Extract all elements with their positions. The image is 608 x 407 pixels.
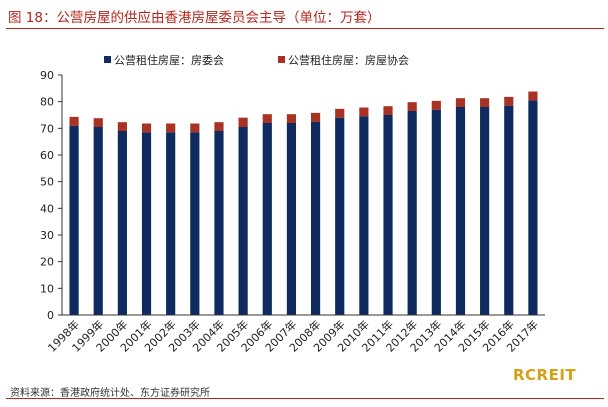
- y-tick-label: 70: [40, 122, 54, 135]
- y-tick-label: 50: [40, 176, 54, 189]
- legend: 公营租住房屋：房委会 公营租住房屋：房屋协会: [104, 53, 409, 67]
- bar-housing-authority-2005年: [238, 127, 248, 315]
- chart-title: 图 18：公营房屋的供应由香港房屋委员会主导（单位：万套）: [8, 10, 381, 26]
- bar-housing-society-2004年: [214, 122, 224, 131]
- title-divider: [6, 28, 604, 29]
- bar-housing-society-2012年: [407, 102, 417, 111]
- legend-swatch-2: [278, 56, 285, 63]
- y-tick-label: 40: [40, 202, 54, 215]
- bar-housing-authority-2000年: [117, 131, 127, 315]
- y-tick-label: 10: [40, 282, 54, 295]
- bar-housing-authority-2004年: [214, 131, 224, 315]
- bar-housing-authority-2014年: [455, 107, 466, 315]
- y-tick-label: 80: [40, 96, 54, 109]
- rcreit-logo: RCREIT: [513, 366, 577, 384]
- bar-housing-authority-2008年: [310, 121, 321, 316]
- y-tick-label: 90: [40, 69, 54, 82]
- legend-swatch-1: [104, 56, 111, 63]
- bar-housing-society-2014年: [455, 98, 466, 107]
- bar-housing-society-2005年: [238, 117, 248, 127]
- bar-housing-society-2006年: [262, 114, 272, 123]
- bar-housing-society-2001年: [141, 123, 152, 133]
- bar-housing-society-2008年: [310, 112, 321, 122]
- bar-housing-society-2002年: [166, 123, 176, 133]
- legend-label-2: 公营租住房屋：房屋协会: [288, 53, 409, 67]
- bar-housing-authority-2003年: [190, 132, 200, 315]
- bar-housing-authority-2012年: [407, 111, 417, 315]
- bar-housing-authority-2009年: [335, 117, 345, 316]
- bar-housing-society-2011年: [383, 106, 393, 115]
- y-tick-label: 0: [47, 309, 54, 322]
- bar-housing-authority-2010年: [359, 116, 369, 315]
- bar-housing-authority-2015年: [480, 107, 490, 315]
- bar-housing-authority-2006年: [262, 123, 272, 315]
- bar-housing-authority-2017年: [528, 100, 538, 315]
- x-axis: 1998年1999年2000年2001年2002年2003年2004年2005年…: [45, 314, 545, 355]
- y-axis: 0 10 20 30 40 50 60 70 80 90: [40, 69, 63, 322]
- y-tick-label: 60: [40, 149, 54, 162]
- bar-housing-authority-1998年: [69, 125, 79, 316]
- source-note: 资料来源：香港政府统计处、东方证券研究所: [10, 388, 210, 399]
- bar-housing-authority-2007年: [286, 123, 297, 315]
- bar-housing-authority-2002年: [166, 132, 176, 315]
- bar-housing-society-2015年: [480, 98, 490, 107]
- bar-housing-society-2007年: [286, 114, 297, 123]
- bar-housing-authority-2001年: [141, 132, 152, 315]
- bar-housing-society-1999年: [93, 118, 103, 127]
- bar-housing-society-2009年: [335, 108, 345, 118]
- bar-housing-society-1998年: [69, 116, 79, 126]
- bar-housing-society-2016年: [504, 96, 514, 106]
- bar-housing-society-2017年: [528, 91, 538, 101]
- bar-housing-authority-1999年: [93, 127, 103, 315]
- bar-housing-society-2010年: [359, 107, 369, 117]
- y-tick-label: 20: [40, 256, 54, 269]
- legend-label-1: 公营租住房屋：房委会: [114, 53, 224, 67]
- y-tick-label: 30: [40, 229, 54, 242]
- bar-housing-society-2013年: [431, 100, 441, 110]
- bar-housing-authority-2013年: [431, 109, 441, 316]
- bar-housing-authority-2016年: [504, 105, 514, 316]
- bar-housing-society-2000年: [117, 122, 127, 131]
- stacked-bar-chart: 公营租住房屋：房委会 公营租住房屋：房屋协会 0 10 20 30 40 50 60 70 80 9…: [40, 53, 545, 355]
- bar-housing-authority-2011年: [383, 115, 393, 315]
- bar-housing-society-2003年: [190, 123, 200, 133]
- bars: [69, 91, 538, 316]
- footer-divider: [6, 398, 604, 399]
